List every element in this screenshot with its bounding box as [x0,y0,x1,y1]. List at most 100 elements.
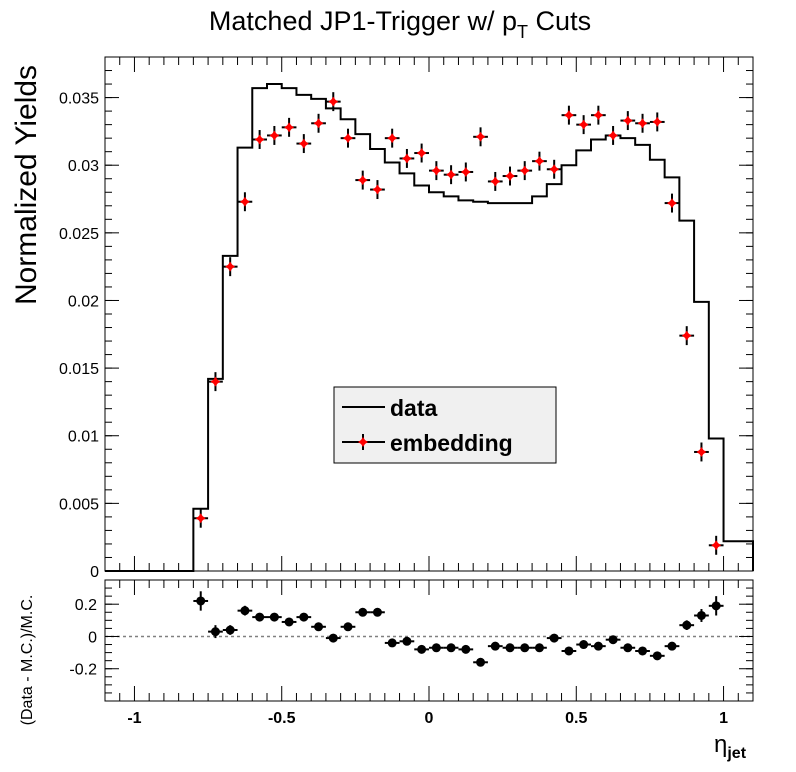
ratio-point [490,641,500,651]
bottom-panel: -0.2 0 0.2 -1 -0.5 0 0.5 1 [69,579,754,727]
ratio-point [461,644,471,654]
ratio-point [210,627,220,637]
embedding-point [475,131,486,142]
legend: data embedding [333,386,557,464]
embedding-point [357,175,368,186]
ratio-point [328,633,338,643]
ratio-point [446,643,456,653]
embedding-point [328,96,339,107]
ratio-point [623,643,633,653]
ratio-point [431,643,441,653]
embedding-point [578,119,589,130]
embedding-point [269,130,280,141]
ratio-point [196,596,206,606]
top-y-tick-label: 0 [90,564,99,581]
ratio-point [284,617,294,627]
top-y-tick-label: 0.015 [59,361,99,378]
top-panel: 0 0.005 0.01 0.015 0.02 0.025 0.03 0.035 [59,56,754,581]
legend-embedding-label: embedding [390,430,513,456]
embedding-point [637,118,648,129]
x-axis-label-subscript: jet [726,745,746,762]
embedding-point [313,118,324,129]
ratio-point [549,633,559,643]
ratio-point [534,643,544,653]
embedding-point [549,164,560,175]
ratio-point [711,601,721,611]
x-tick-label: -0.5 [268,710,296,727]
embedding-point [681,330,692,341]
ratio-point [593,641,603,651]
ratio-point [417,644,427,654]
title-end: Cuts [528,6,591,36]
embedding-point [519,165,530,176]
top-y-axis-label: Normalized Yields [10,65,43,305]
ratio-point [358,607,368,617]
ratio-point [372,607,382,617]
embedding-point [593,110,604,121]
ratio-point [667,641,677,651]
ratio-point [682,620,692,630]
embedding-point [460,166,471,177]
embedding-point [696,446,707,457]
embedding-point [225,261,236,272]
top-y-tick-label: 0.02 [68,293,99,310]
embedding-point [667,198,677,209]
title-subscript: T [517,22,528,42]
ratio-point [314,622,324,632]
top-y-tick-label: 0.025 [59,226,99,243]
ratio-point [299,612,309,622]
x-axis-label: ηjet [714,731,747,762]
embedding-point [416,148,427,159]
bottom-x-axis: -1 -0.5 0 0.5 1 [104,580,754,727]
embedding-point [505,171,515,182]
embedding-point [622,115,633,126]
ratio-point [652,651,662,661]
top-y-axis: 0 0.005 0.01 0.015 0.02 0.025 0.03 0.035 [59,56,753,581]
embedding-point [254,134,265,145]
top-y-tick-label: 0.035 [59,91,99,108]
embedding-point [431,165,442,176]
top-y-tick-label: 0.005 [59,496,99,513]
ratio-point [505,643,515,653]
ratio-point [387,638,397,648]
embedding-point [284,122,295,133]
top-x-axis-ticks [104,57,754,571]
bottom-y-axis: -0.2 0 0.2 [69,587,753,702]
x-tick-label: -1 [127,710,141,727]
ratio-point [402,636,412,646]
ratio-point [696,610,706,620]
chart-title: Matched JP1-Trigger w/ pT Cuts [209,6,591,42]
embedding-points [193,92,724,555]
ratio-point [608,635,618,645]
embedding-point [608,130,619,141]
embedding-point [239,196,250,207]
x-tick-label: 0.5 [565,710,587,727]
embedding-point [652,116,663,127]
bottom-y-tick-label: -0.2 [69,662,97,679]
embedding-point [298,138,309,149]
embedding-point [446,169,457,180]
bottom-y-axis-label: (Data - M.C.)/M.C. [19,595,36,726]
top-y-tick-label: 0.01 [68,429,99,446]
ratio-point [564,646,574,656]
embedding-point [711,540,722,551]
legend-data-label: data [390,395,438,421]
ratio-point [225,625,235,635]
embedding-point [563,110,574,121]
ratio-point [579,640,589,650]
legend-embedding-marker [358,437,368,447]
bottom-y-tick-label: 0 [88,629,97,646]
embedding-point [372,184,383,195]
embedding-point [195,513,206,524]
ratio-point [269,612,279,622]
ratio-point [638,646,648,656]
x-tick-label: 1 [719,710,728,727]
ratio-point [240,606,250,616]
embedding-point [490,176,501,187]
x-tick-label: 0 [425,710,434,727]
embedding-point [387,133,398,144]
legend-box [333,386,557,464]
embedding-point [401,153,412,164]
embedding-point [210,376,221,387]
